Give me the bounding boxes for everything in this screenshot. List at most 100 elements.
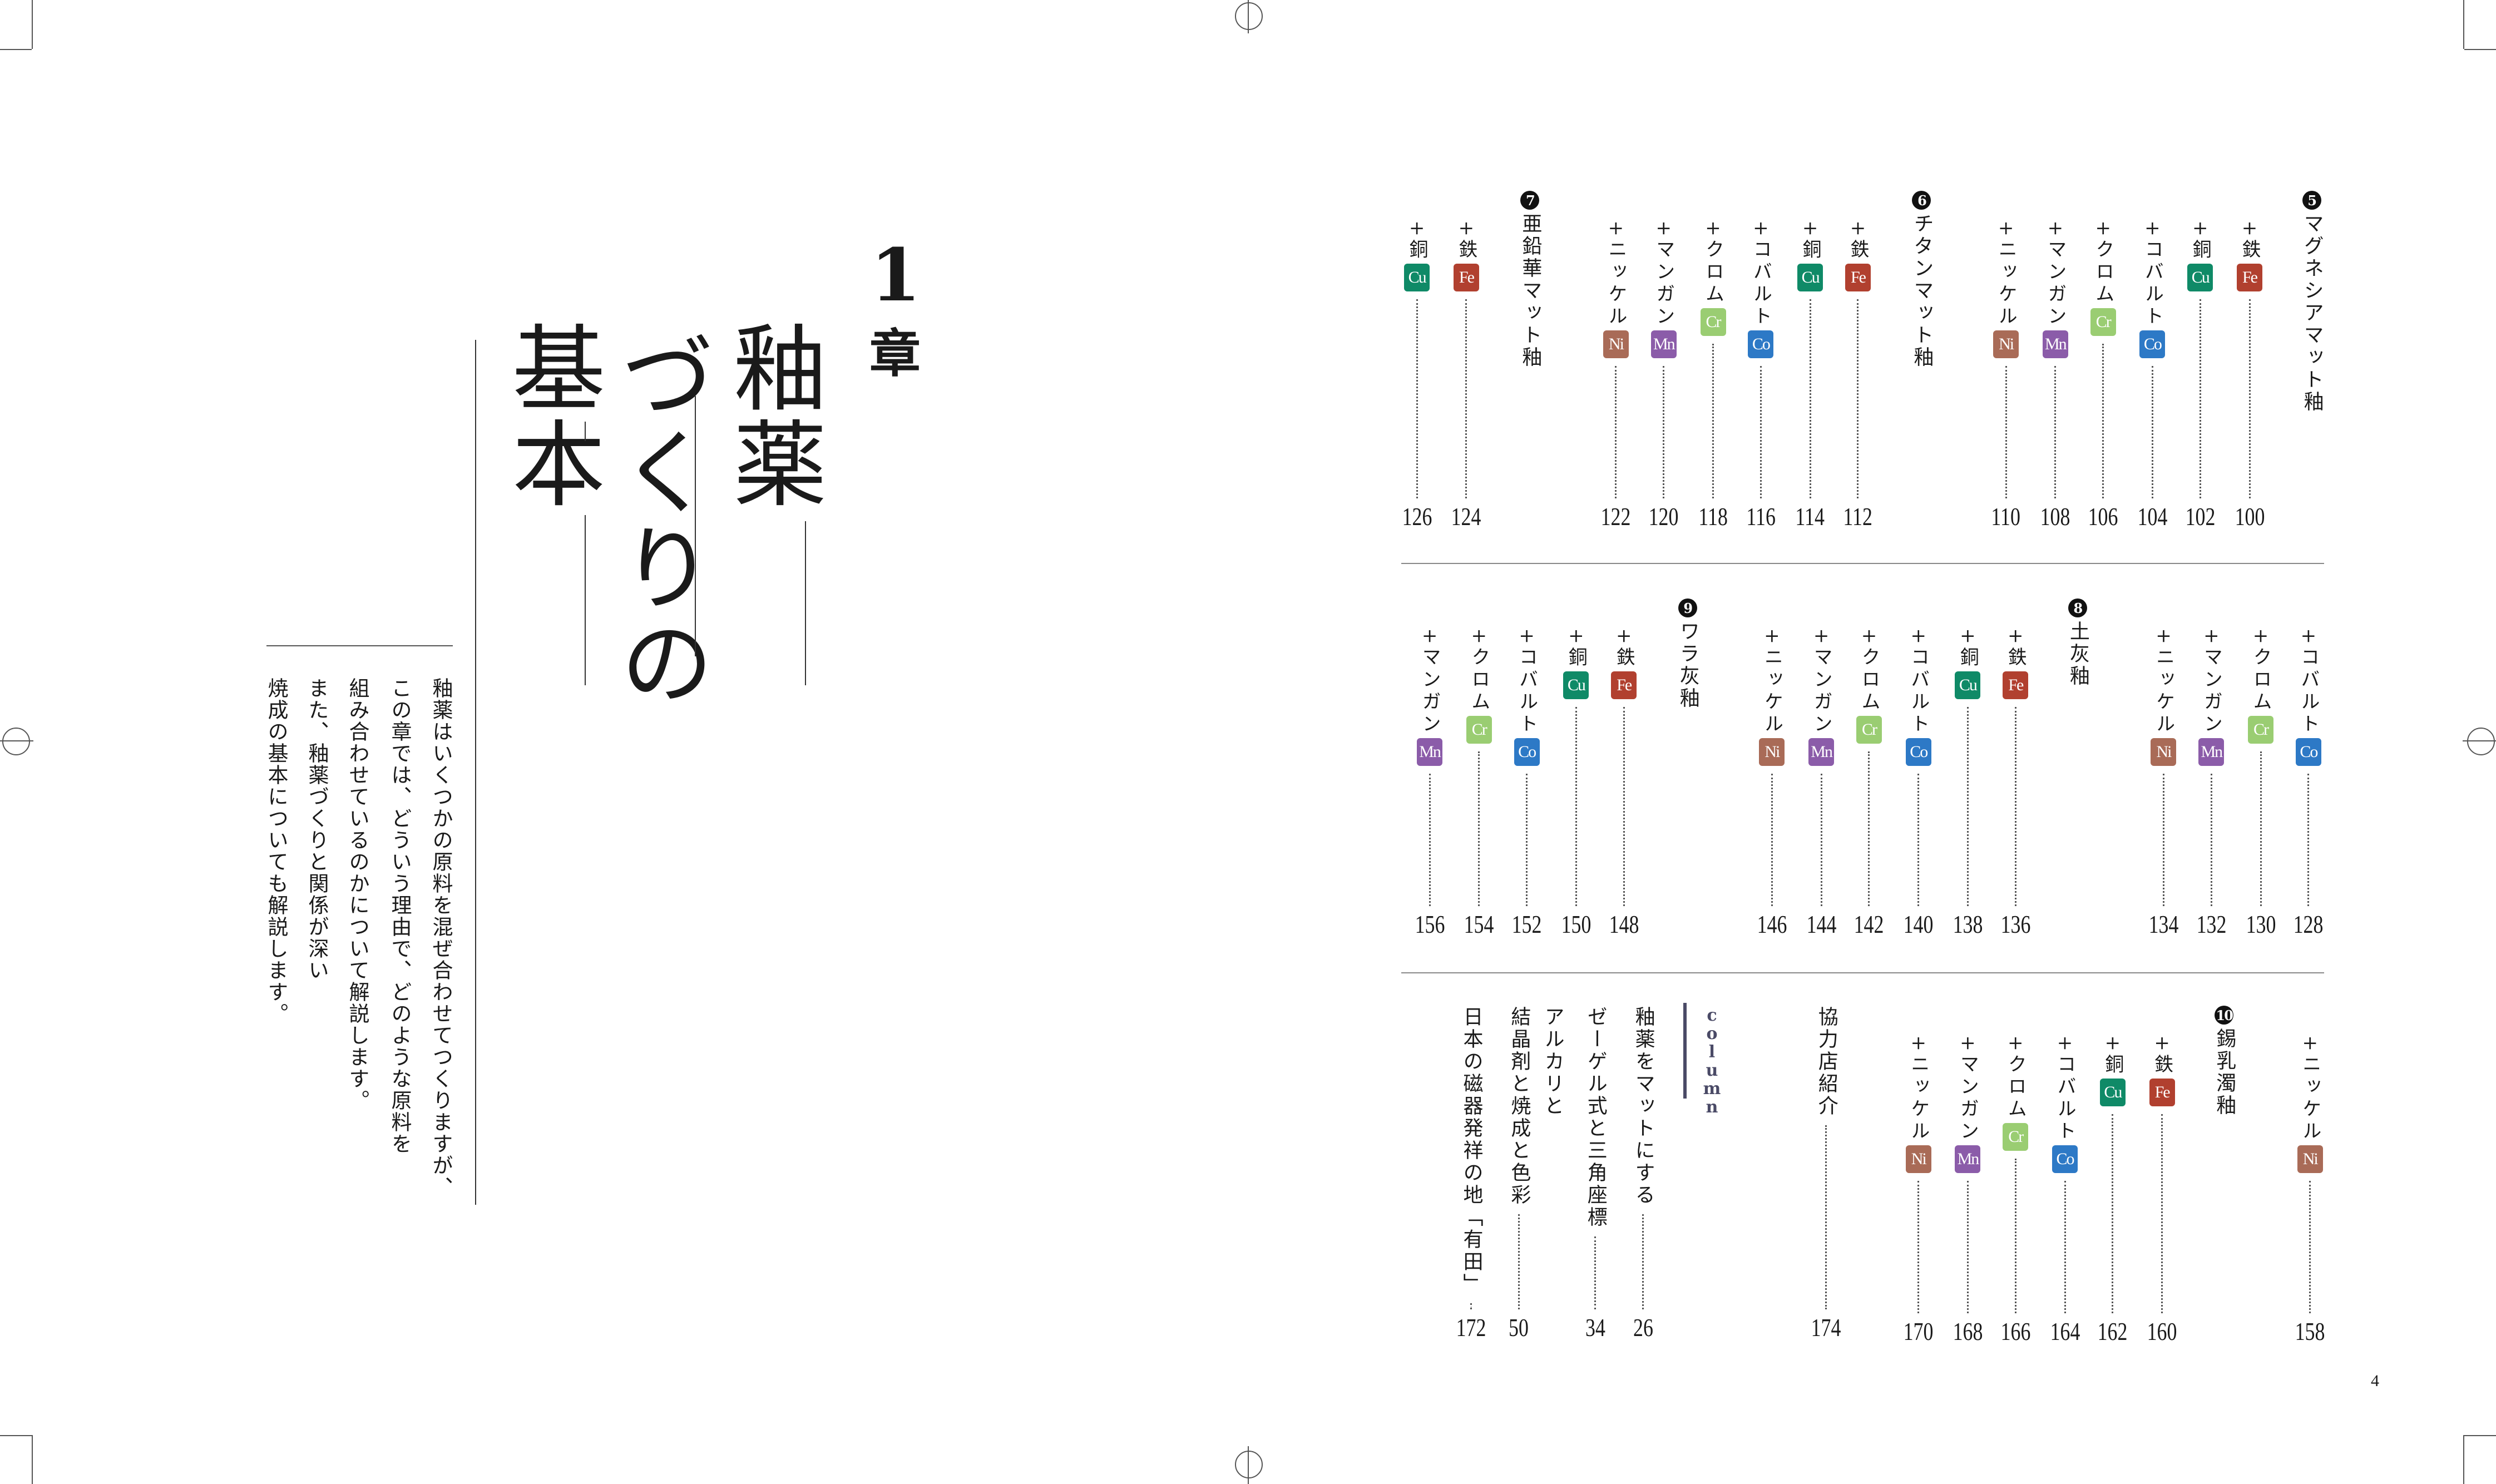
plus-sign: + [1802, 217, 1818, 239]
section-header[interactable]: 10 錫乳濁釉 [2207, 1006, 2241, 1117]
entry-label: 銅 [2189, 239, 2212, 261]
plus-sign: + [2252, 625, 2269, 647]
toc-entry[interactable]: + 鉄 Fe 112 [1833, 218, 1883, 530]
section-header[interactable]: 8 土灰釉 [2061, 598, 2094, 687]
entry-label: 鉄 [1846, 239, 1869, 261]
section-number-badge: 10 [2215, 1006, 2234, 1025]
crop-mark [1248, 0, 1249, 33]
entry-label: 鉄 [2004, 647, 2027, 669]
dotted-leader [2112, 1114, 2114, 1313]
dotted-leader [2307, 774, 2310, 906]
entry-label: コバルト [1907, 647, 1930, 736]
toc-entry[interactable]: + 鉄 Fe 100 [2225, 218, 2275, 530]
toc-entry[interactable]: + 銅 Cu 126 [1392, 218, 1442, 530]
section-header[interactable]: 5 マグネシアマット釉 [2295, 191, 2329, 413]
intro-line: また、釉薬づくりと関係が深い [305, 677, 329, 981]
toc-entry[interactable]: + コバルト Co 116 [1736, 218, 1786, 530]
element-badge: Co [2295, 738, 2321, 766]
plus-sign: + [1408, 217, 1425, 239]
toc-entry[interactable]: + ニッケル Ni 158 [2285, 1033, 2335, 1344]
toc-entry[interactable]: + ニッケル Ni 110 [1981, 218, 2031, 530]
toc-entry[interactable]: + 銅 Cu 114 [1785, 218, 1835, 530]
dotted-leader [1575, 707, 1577, 906]
dotted-leader [1857, 299, 1859, 498]
plus-sign: + [1998, 217, 2014, 239]
plus-sign: + [1861, 625, 1877, 647]
toc-entry[interactable]: + マンガン Mn 120 [1639, 218, 1689, 530]
toc-entry[interactable]: + 銅 Cu 150 [1551, 626, 1601, 937]
plus-sign: + [1764, 625, 1780, 647]
entry-page-number: 160 [2147, 1317, 2177, 1346]
column-entry[interactable]: ゼーゲル式と三角座標 34 [1570, 1006, 1620, 1340]
toc-entry[interactable]: + ニッケル Ni 146 [1747, 626, 1797, 937]
entry-label: アルカリと [1541, 1006, 1564, 1117]
entry-label: 鉄 [1613, 647, 1635, 669]
dotted-leader [2014, 707, 2016, 906]
entry-label: マンガン [1956, 1054, 1979, 1143]
toc-entry[interactable]: + コバルト Co 152 [1502, 626, 1552, 937]
element-badge: Cr [2090, 308, 2116, 336]
element-badge: Co [1748, 330, 1774, 358]
section-header[interactable]: 9 ワラ灰釉 [1671, 598, 1704, 710]
column-entry[interactable]: 結晶剤と焼成と色彩 50 [1494, 1006, 1544, 1340]
element-badge: Fe [2237, 264, 2262, 291]
toc-entry[interactable]: + マンガン Mn 168 [1943, 1033, 1993, 1344]
toc-entry[interactable]: + ニッケル Ni 122 [1591, 218, 1641, 530]
toc-entry[interactable]: + クロム Cr 118 [1688, 218, 1738, 530]
toc-entry[interactable]: + 鉄 Fe 136 [1990, 626, 2040, 937]
element-badge: Cu [1563, 671, 1589, 699]
toc-entry[interactable]: + コバルト Co 128 [2284, 626, 2334, 937]
toc-entry[interactable]: + ニッケル Ni 134 [2138, 626, 2188, 937]
toc-entry[interactable]: + 鉄 Fe 148 [1599, 626, 1649, 937]
title-rule [585, 422, 586, 441]
chapter-title-line: 基本 [496, 320, 605, 511]
dotted-leader [1966, 707, 1969, 906]
toc-entry[interactable]: + 銅 Cu 102 [2175, 218, 2225, 530]
entry-page-number: 112 [1843, 502, 1873, 531]
entry-page-number: 26 [1633, 1313, 1653, 1342]
column-entry[interactable]: 日本の磁器発祥の地「有田」 172 [1446, 1006, 1496, 1340]
dotted-leader [2199, 299, 2201, 498]
intro-line: 釉薬はいくつかの原料を混ぜ合わせてつくりますが、 [429, 677, 453, 1198]
crop-mark [32, 1435, 33, 1484]
entry-page-number: 146 [1757, 910, 1787, 938]
crop-mark [0, 740, 33, 741]
partners-entry[interactable]: 協力店紹介 174 [1801, 1006, 1851, 1340]
toc-entry[interactable]: + クロム Cr 166 [1990, 1033, 2040, 1344]
entry-page-number: 154 [1464, 910, 1494, 938]
entry-label: コバルト [2054, 1054, 2076, 1143]
toc-entry[interactable]: + クロム Cr 142 [1844, 626, 1894, 937]
entry-label: マンガン [2044, 239, 2067, 328]
section-header[interactable]: 6 チタンマット釉 [1905, 191, 1938, 369]
toc-entry[interactable]: + コバルト Co 140 [1894, 626, 1944, 937]
toc-entry[interactable]: + 銅 Cu 138 [1943, 626, 1993, 937]
toc-entry[interactable]: + コバルト Co 164 [2040, 1033, 2090, 1344]
toc-entry[interactable]: + クロム Cr 154 [1454, 626, 1504, 937]
toc-entry[interactable]: + マンガン Mn 132 [2186, 626, 2236, 937]
element-badge: Fe [2003, 671, 2029, 699]
element-badge: Fe [1453, 264, 1479, 291]
toc-entry[interactable]: + マンガン Mn 108 [2030, 218, 2080, 530]
registration-mark-icon [2467, 728, 2495, 755]
section-header[interactable]: 7 亜鉛華マット釉 [1513, 191, 1546, 369]
entry-page-number: 34 [1585, 1313, 1605, 1342]
toc-entry[interactable]: + マンガン Mn 156 [1405, 626, 1455, 937]
toc-entry[interactable]: + 銅 Cu 162 [2088, 1033, 2138, 1344]
entry-label: クロム [1467, 647, 1490, 714]
plus-sign: + [2047, 217, 2064, 239]
toc-entry[interactable]: + コバルト Co 104 [2127, 218, 2177, 530]
dotted-leader [2260, 751, 2262, 906]
crop-mark [2463, 740, 2496, 741]
column-entry[interactable]: 釉薬をマットにする 26 [1618, 1006, 1668, 1340]
toc-entry[interactable]: + 鉄 Fe 160 [2137, 1033, 2187, 1344]
toc-entry[interactable]: + 鉄 Fe 124 [1441, 218, 1491, 530]
toc-entry[interactable]: + ニッケル Ni 170 [1894, 1033, 1944, 1344]
toc-entry[interactable]: + クロム Cr 130 [2236, 626, 2286, 937]
title-rule [585, 515, 586, 685]
section-number-badge: 8 [2068, 598, 2087, 617]
toc-entry[interactable]: + マンガン Mn 144 [1796, 626, 1846, 937]
dotted-leader [2248, 299, 2251, 498]
dotted-leader [2014, 1159, 2016, 1313]
toc-entry[interactable]: + クロム Cr 106 [2078, 218, 2128, 530]
entry-page-number: 50 [1509, 1313, 1529, 1342]
